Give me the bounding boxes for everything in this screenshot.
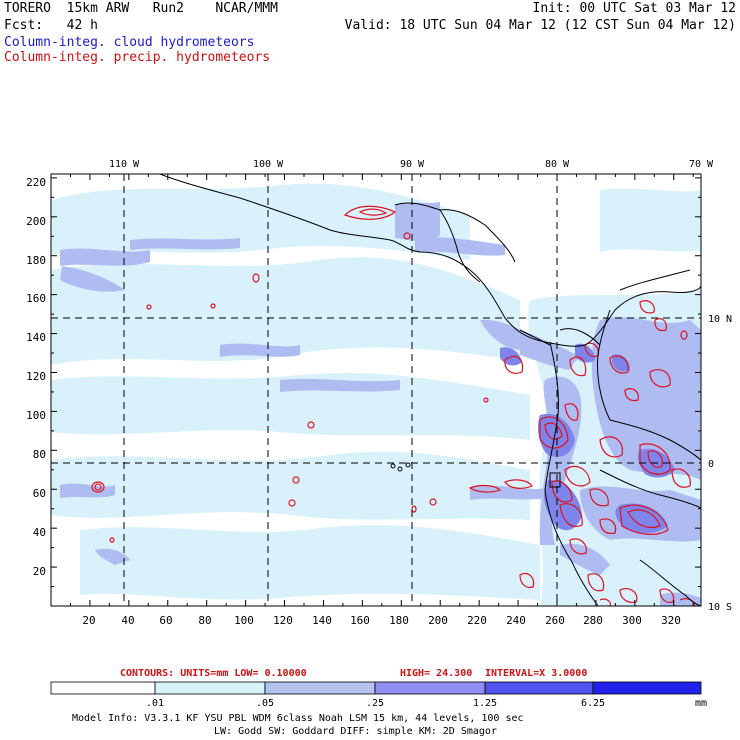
x-tick-label: 60 <box>159 614 172 627</box>
forecast-hour: Fcst: 42 h <box>4 18 98 33</box>
colorbar-segment <box>592 681 702 695</box>
init-time: Init: 00 UTC Sat 03 Mar 12 <box>532 1 737 16</box>
lon-label-70w: 70 W <box>689 159 714 170</box>
y-tick-label: 120 <box>26 370 46 383</box>
valid-time: Valid: 18 UTC Sun 04 Mar 12 (12 CST Sun … <box>344 18 736 33</box>
x-tick-label: 100 <box>234 614 254 627</box>
model-info-line2: LW: Godd SW: Goddard DIFF: simple KM: 2D… <box>214 726 497 737</box>
colorbar-label: .01 <box>146 698 164 709</box>
lat-lon-grid <box>51 174 701 606</box>
contour-units-label: CONTOURS: UNITS=mm LOW= 0.10000 <box>120 668 307 679</box>
lon-label-100w: 100 W <box>253 159 284 170</box>
lon-label-110w: 110 W <box>109 159 140 170</box>
legend-cloud-hydrometeors: Column-integ. cloud hydrometeors <box>4 35 255 50</box>
y-tick-label: 100 <box>26 409 46 422</box>
x-tick-label: 320 <box>661 614 681 627</box>
contour-high-label: HIGH= 24.300 <box>400 668 472 679</box>
x-tick-label: 20 <box>82 614 95 627</box>
model-title: TORERO 15km ARW Run2 NCAR/MMM <box>4 1 278 16</box>
x-tick-label: 180 <box>389 614 409 627</box>
x-tick-label: 140 <box>312 614 332 627</box>
x-tick-label: 220 <box>467 614 487 627</box>
contour-interval-label: INTERVAL=X 3.0000 <box>485 668 587 679</box>
y-tick-label: 20 <box>33 565 46 578</box>
x-tick-label: 200 <box>428 614 448 627</box>
colorbar-segment <box>484 681 594 695</box>
lat-label-10s: 10 S <box>708 602 732 613</box>
lon-label-90w: 90 W <box>400 159 425 170</box>
model-info-line1: Model Info: V3.3.1 KF YSU PBL WDM 6class… <box>72 713 524 724</box>
cloud-field <box>51 183 701 606</box>
x-tick-label: 240 <box>506 614 526 627</box>
colorbar-label: 6.25 <box>581 698 605 709</box>
colorbar-label: .25 <box>366 698 384 709</box>
y-tick-label: 80 <box>33 448 46 461</box>
plot-frame <box>50 173 702 607</box>
x-tick-label: 80 <box>198 614 211 627</box>
lon-label-80w: 80 W <box>545 159 570 170</box>
legend-precip-hydrometeors: Column-integ. precip. hydrometeors <box>4 50 271 65</box>
colorbar-segment <box>154 681 266 695</box>
y-tick-label: 140 <box>26 331 46 344</box>
colorbar-unit: mm <box>695 698 707 709</box>
lat-label-0: 0 <box>708 459 714 470</box>
x-tick-label: 40 <box>121 614 134 627</box>
colorbar-segment <box>50 681 156 695</box>
lat-label-10n: 10 N <box>708 314 732 325</box>
y-tick-label: 220 <box>26 176 46 189</box>
y-tick-label: 40 <box>33 526 46 539</box>
x-tick-label: 280 <box>583 614 603 627</box>
colorbar-label: 1.25 <box>473 698 497 709</box>
colorbar-segment <box>264 681 376 695</box>
x-tick-label: 160 <box>350 614 370 627</box>
x-tick-label: 260 <box>545 614 565 627</box>
x-tick-label: 120 <box>273 614 293 627</box>
colorbar-segment <box>374 681 486 695</box>
colorbar-label: .05 <box>256 698 274 709</box>
y-tick-label: 200 <box>26 215 46 228</box>
axis-ticks <box>51 174 701 606</box>
coastlines <box>159 174 701 606</box>
colorbar <box>50 681 702 695</box>
y-tick-label: 60 <box>33 487 46 500</box>
y-tick-label: 160 <box>26 292 46 305</box>
y-tick-label: 180 <box>26 254 46 267</box>
x-tick-label: 300 <box>622 614 642 627</box>
